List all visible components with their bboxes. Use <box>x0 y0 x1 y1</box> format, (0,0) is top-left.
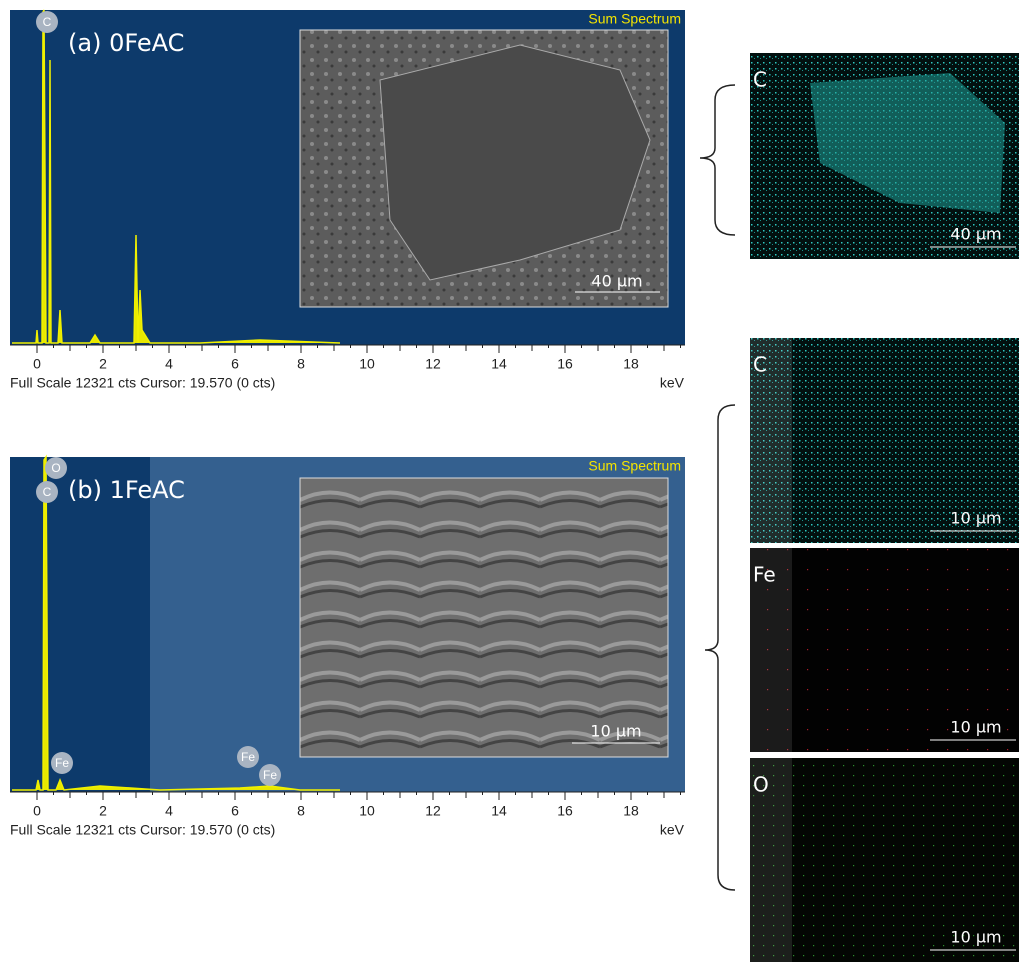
spectrum-title: Sum Spectrum <box>588 11 681 27</box>
element-label: Fe <box>753 563 776 587</box>
element-label: O <box>753 773 769 797</box>
bracket <box>705 405 735 890</box>
tick-label: 2 <box>99 356 107 372</box>
element-maps: C 40 µm C 10 µm Fe 10 µm O 10 µm <box>750 53 1019 962</box>
tick-label: 6 <box>231 803 239 819</box>
tick-label: 10 <box>359 803 375 819</box>
tick-label: 10 <box>359 356 375 372</box>
ticks: 0 2 4 6 8 10 12 14 16 18 <box>33 345 680 372</box>
peak-label: C <box>43 15 52 29</box>
x-unit: keV <box>660 822 685 838</box>
element-label: C <box>753 353 767 377</box>
tick-label: 16 <box>557 356 573 372</box>
scale-label: 10 µm <box>590 722 641 741</box>
scale-label: 10 µm <box>950 509 1001 528</box>
peak-label: Fe <box>263 768 277 782</box>
x-unit: keV <box>660 375 685 391</box>
tick-label: 0 <box>33 356 41 372</box>
bracket <box>700 85 735 235</box>
tick-label: 4 <box>165 803 173 819</box>
tick-label: 18 <box>623 803 639 819</box>
tick-label: 8 <box>297 803 305 819</box>
tick-label: 16 <box>557 803 573 819</box>
spectrum-title: Sum Spectrum <box>588 458 681 474</box>
tick-label: 14 <box>491 356 507 372</box>
peak-label: C <box>43 485 52 499</box>
tick-label: 8 <box>297 356 305 372</box>
sem-image <box>300 478 668 757</box>
tick-label: 4 <box>165 356 173 372</box>
scale-label: 10 µm <box>950 718 1001 737</box>
peak-labels: C <box>36 11 58 33</box>
scale-label: 40 µm <box>591 272 642 291</box>
footer: Full Scale 12321 cts Cursor: 19.570 (0 c… <box>10 822 275 838</box>
figure: Sum Spectrum (a) 0FeAC 40 µm 0 2 4 6 8 10 12 14… <box>0 0 1019 962</box>
tick-label: 18 <box>623 356 639 372</box>
panel-b: Sum Spectrum (b) 1FeAC 10 µm 0 2 4 6 8 10 12 14… <box>10 457 685 838</box>
ticks: 0 2 4 6 8 10 12 14 16 18 <box>33 792 680 819</box>
peak-label: Fe <box>241 750 255 764</box>
panel-label: (a) 0FeAC <box>68 29 184 57</box>
tick-label: 0 <box>33 803 41 819</box>
tick-label: 14 <box>491 803 507 819</box>
tick-label: 12 <box>425 356 441 372</box>
tick-label: 2 <box>99 803 107 819</box>
panel-label: (b) 1FeAC <box>68 476 185 504</box>
scale-label: 40 µm <box>950 225 1001 244</box>
tick-label: 12 <box>425 803 441 819</box>
panel-a: Sum Spectrum (a) 0FeAC 40 µm 0 2 4 6 8 10 12 14… <box>10 10 685 391</box>
peak-label: O <box>51 461 60 475</box>
element-label: C <box>753 68 767 92</box>
scale-label: 10 µm <box>950 928 1001 947</box>
peak-label: Fe <box>55 756 69 770</box>
footer: Full Scale 12321 cts Cursor: 19.570 (0 c… <box>10 375 275 391</box>
tick-label: 6 <box>231 356 239 372</box>
